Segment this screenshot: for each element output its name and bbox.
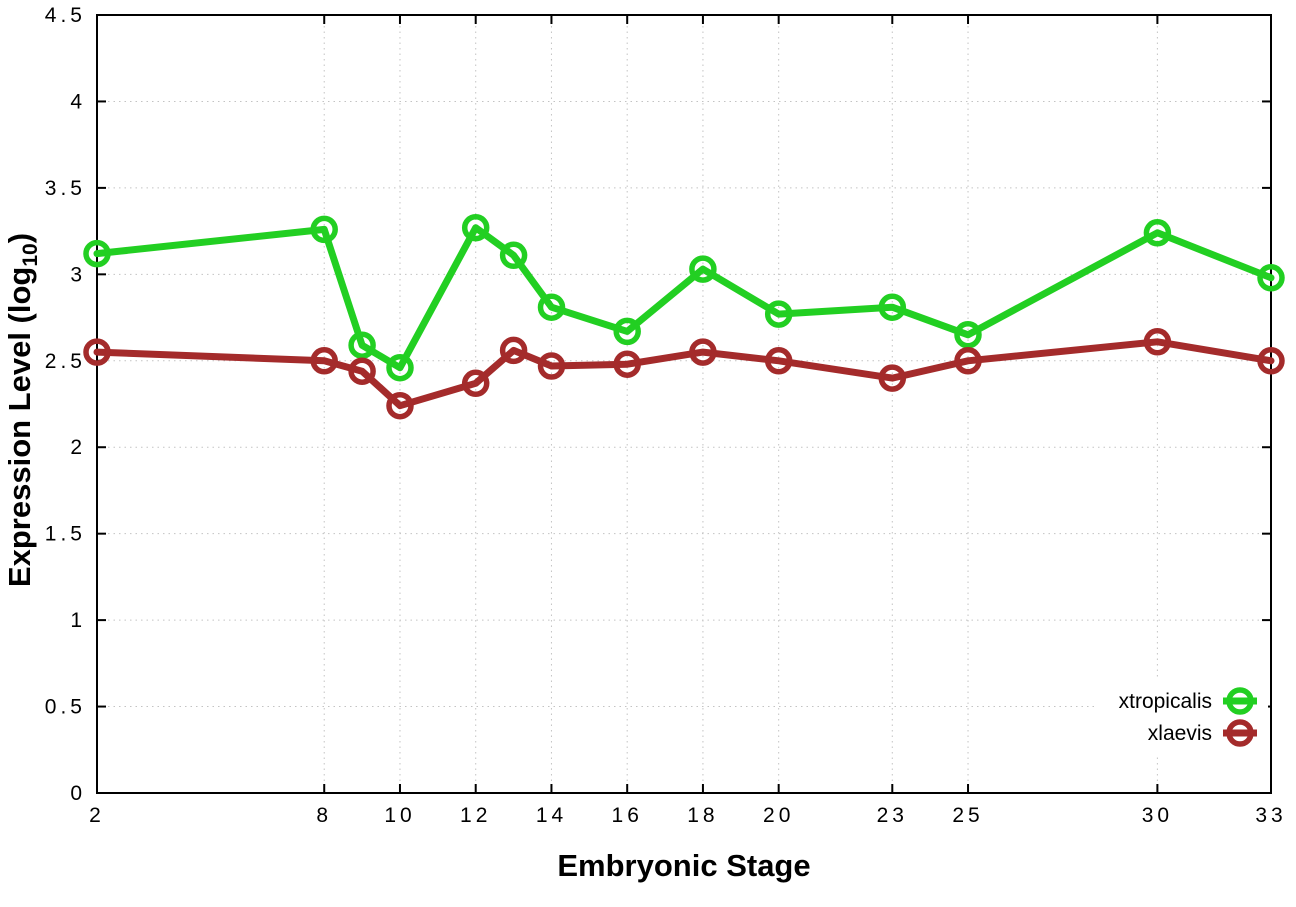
y-tick-label: 3.5	[45, 177, 86, 200]
data-point-xlaevis-stage-20	[764, 347, 793, 375]
y-axis-title-close: )	[2, 233, 37, 243]
x-axis-title: Embryonic Stage	[557, 848, 810, 883]
data-point-xlaevis-stage-8	[310, 347, 338, 375]
x-tick-label: 18	[687, 804, 718, 827]
y-tick-label: 1.5	[45, 523, 86, 546]
series-xtropicalis	[83, 213, 1285, 382]
series-xlaevis	[83, 328, 1285, 420]
x-tick-label: 14	[536, 804, 567, 827]
y-tick-label: 1	[70, 609, 86, 632]
data-point-xlaevis-stage-9	[348, 357, 376, 385]
data-point-xlaevis-stage-25	[954, 347, 982, 375]
data-point-xlaevis-stage-18	[689, 338, 717, 366]
data-point-xlaevis-stage-33	[1257, 347, 1285, 375]
x-tick-label: 20	[763, 804, 794, 827]
x-tick-label: 33	[1255, 804, 1286, 827]
plot-border	[96, 14, 1272, 794]
data-point-xtropicalis-stage-33	[1257, 264, 1285, 292]
data-point-xtropicalis-stage-14	[537, 293, 566, 321]
x-tick-label: 16	[612, 804, 643, 827]
legend-marker-point-xtropicalis	[1226, 687, 1254, 715]
data-point-xtropicalis-stage-13	[499, 241, 528, 270]
y-tick-label: 4.5	[45, 4, 86, 27]
data-point-xlaevis-stage-13	[499, 336, 528, 365]
grid-layer	[97, 15, 1271, 793]
x-tick-label: 10	[384, 804, 415, 827]
data-point-xlaevis-stage-30	[1143, 328, 1172, 356]
data-point-xlaevis-stage-10	[386, 391, 414, 420]
legend-marker-point-xlaevis	[1226, 719, 1254, 747]
data-point-xtropicalis-stage-23	[878, 293, 907, 321]
y-tick-label: 0.5	[45, 696, 86, 719]
data-point-xlaevis-stage-14	[537, 352, 566, 380]
data-point-xtropicalis-stage-9	[348, 331, 376, 359]
y-tick-label: 0	[70, 782, 86, 805]
x-tick-label: 8	[316, 804, 332, 827]
data-point-xlaevis-stage-16	[613, 350, 641, 378]
data-point-xlaevis-stage-12	[461, 369, 490, 398]
legend-label-xtropicalis: xtropicalis	[1119, 690, 1212, 713]
y-tick-labels: 0 0.5 1 1.5 2 2.5 3 3.5 4 4.5	[45, 4, 86, 805]
y-axis-title-text: Expression Level (log	[2, 267, 37, 587]
data-point-xtropicalis-stage-20	[764, 300, 793, 328]
y-axis-title-subscript: 10	[19, 243, 42, 266]
y-tick-label: 2	[70, 436, 86, 459]
data-point-xtropicalis-stage-12	[461, 213, 490, 242]
data-point-xtropicalis-stage-25	[954, 321, 982, 349]
x-tick-label: 2	[89, 804, 105, 827]
data-point-xtropicalis-stage-10	[386, 353, 414, 382]
data-point-xtropicalis-stage-2	[83, 239, 111, 268]
data-point-xlaevis-stage-23	[878, 364, 907, 392]
data-point-xtropicalis-stage-30	[1143, 219, 1172, 247]
data-point-xtropicalis-stage-18	[689, 255, 717, 283]
x-tick-label: 30	[1142, 804, 1173, 827]
legend: xtropicalis xlaevis	[1098, 679, 1268, 756]
y-tick-label: 4	[70, 90, 86, 113]
data-point-xlaevis-stage-2	[83, 338, 111, 366]
x-tick-labels: 2 8 10 12 14 16 18 20 23 25 30 33	[89, 804, 1286, 827]
x-tick-label: 23	[877, 804, 908, 827]
series-layer	[83, 213, 1285, 420]
y-axis-title: Expression Level (log10)	[2, 233, 42, 587]
series-line-xlaevis	[93, 338, 1275, 410]
x-tick-label: 25	[952, 804, 983, 827]
tick-layer	[96, 14, 1272, 794]
legend-label-xlaevis: xlaevis	[1148, 722, 1212, 745]
y-tick-label: 2.5	[45, 350, 86, 373]
x-tick-label: 12	[460, 804, 491, 827]
data-point-xtropicalis-stage-8	[310, 215, 338, 244]
data-point-xtropicalis-stage-16	[613, 317, 641, 346]
y-tick-label: 3	[70, 263, 86, 286]
